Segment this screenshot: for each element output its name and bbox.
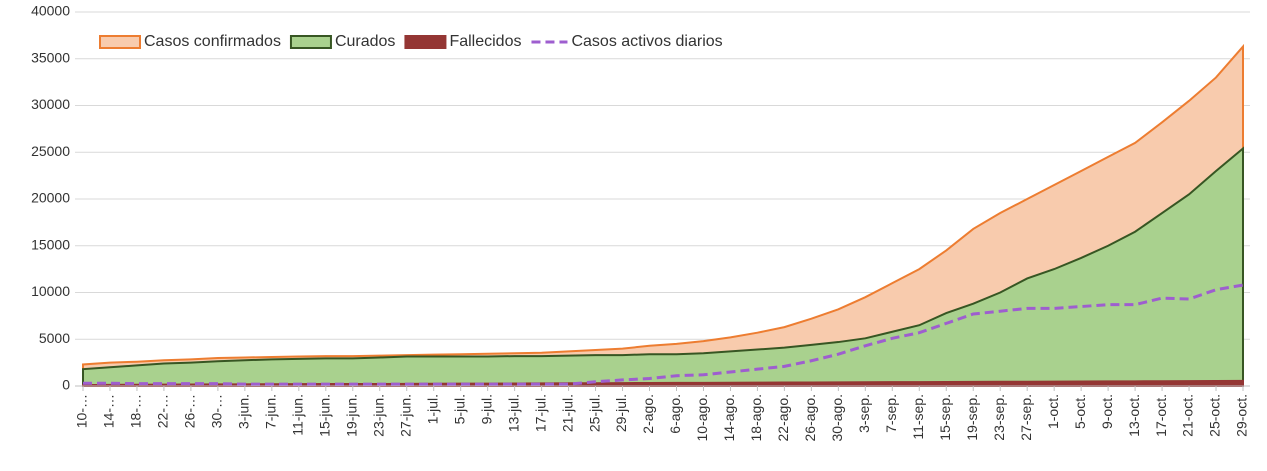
x-tick-label: 27-jun. (397, 394, 413, 437)
x-tick-label: 14-… (101, 394, 117, 428)
area (82, 146, 1244, 387)
x-tick-label: 1-oct. (1045, 394, 1061, 429)
x-tick-label: 23-sep. (991, 394, 1007, 441)
x-tick-label: 21-oct. (1180, 394, 1196, 437)
x-tick-label: 15-jun. (316, 394, 332, 437)
x-tick-label: 18-… (128, 394, 144, 428)
legend-swatch (404, 35, 447, 49)
x-tick-label: 19-sep. (964, 394, 980, 441)
x-tick-label: 30-ago. (829, 394, 845, 441)
y-tick-label: 0 (62, 377, 70, 393)
x-tick-label: 2-ago. (640, 394, 656, 434)
area (82, 43, 1244, 387)
x-tick-label: 27-sep. (1018, 394, 1034, 441)
x-tick-label: 11-jun. (290, 394, 306, 436)
x-tick-label: 22-… (155, 394, 171, 428)
x-tick-label: 29-jul. (613, 394, 629, 432)
x-tick-label: 6-ago. (667, 394, 683, 434)
x-tick-label: 21-jul. (559, 394, 575, 432)
x-tick-label: 1-jul. (424, 394, 440, 424)
x-tick-label: 18-ago. (748, 394, 764, 441)
x-tick-label: 22-ago. (775, 394, 791, 441)
legend-label: Fallecidos (449, 33, 521, 50)
x-tick-label: 10-… (74, 394, 90, 428)
x-tick-label: 25-jul. (586, 394, 602, 432)
x-tick-label: 19-jun. (343, 394, 359, 437)
x-tick-label: 15-sep. (937, 394, 953, 441)
x-tick-label: 11-sep. (910, 394, 926, 440)
x-tick-label: 26-… (182, 394, 198, 428)
x-tick-label: 3-jun. (236, 394, 252, 429)
x-tick-label: 14-ago. (721, 394, 737, 441)
y-tick-label: 30000 (31, 96, 70, 112)
y-tick-label: 35000 (31, 49, 70, 65)
x-tick-label: 30-… (209, 394, 225, 428)
x-tick-label: 25-oct. (1207, 394, 1223, 437)
y-tick-label: 25000 (31, 143, 70, 159)
x-tick-label: 9-jul. (478, 394, 494, 424)
x-tick-label: 17-jul. (532, 394, 548, 432)
x-tick-label: 17-oct. (1153, 394, 1169, 437)
legend-swatch (99, 35, 141, 49)
legend-swatch (289, 35, 332, 49)
y-tick-label: 5000 (39, 330, 70, 346)
x-tick-label: 23-jun. (370, 394, 386, 437)
y-tick-label: 15000 (31, 236, 70, 252)
x-tick-label: 13-jul. (505, 394, 521, 432)
x-tick-label: 7-sep. (883, 394, 899, 433)
area (82, 379, 1244, 387)
y-tick-label: 20000 (31, 190, 70, 206)
legend-label: Curados (335, 33, 395, 50)
x-tick-label: 13-oct. (1126, 394, 1142, 437)
x-tick-label: 3-sep. (856, 394, 872, 433)
x-tick-label: 5-oct. (1072, 394, 1088, 429)
x-tick-label: 7-jun. (263, 394, 279, 429)
y-tick-label: 40000 (31, 3, 70, 19)
x-tick-label: 9-oct. (1099, 394, 1115, 429)
x-tick-label: 10-ago. (694, 394, 710, 441)
y-tick-label: 10000 (31, 283, 70, 299)
legend-label: Casos confirmados (144, 33, 281, 50)
legend-label: Casos activos diarios (571, 33, 722, 50)
x-tick-label: 26-ago. (802, 394, 818, 441)
line (83, 283, 1244, 386)
x-tick-label: 5-jul. (451, 394, 467, 424)
x-tick-label: 29-oct. (1234, 394, 1250, 437)
